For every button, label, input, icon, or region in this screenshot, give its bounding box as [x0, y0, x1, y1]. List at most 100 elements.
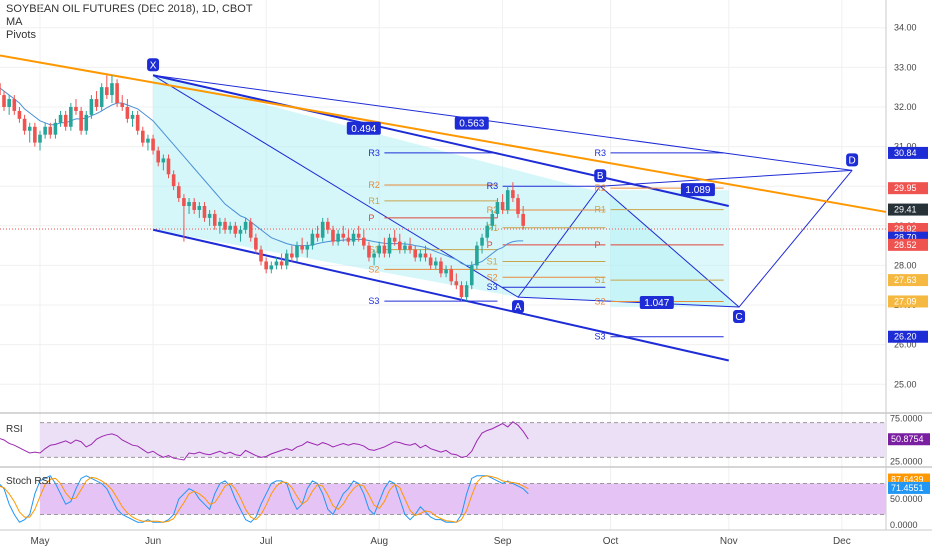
candle — [511, 182, 515, 203]
indicator-label-pivots[interactable]: Pivots — [6, 29, 36, 41]
pivot-label-s2: S2 — [368, 264, 379, 274]
candle — [351, 229, 356, 246]
candle-body — [248, 221, 253, 238]
candle — [495, 198, 500, 218]
pattern-point-label: D — [849, 155, 856, 166]
candle-body — [449, 269, 453, 282]
candle-body — [223, 221, 227, 230]
candle-body — [505, 190, 510, 210]
candle — [125, 99, 130, 123]
candle — [53, 118, 58, 139]
ratio-label-box — [680, 183, 715, 197]
candle — [94, 91, 99, 111]
candle-body — [433, 261, 438, 266]
candle — [105, 75, 109, 100]
price-badge: 30.84 — [888, 146, 928, 159]
rsi-value-text: 50.8754 — [891, 434, 924, 444]
candle — [326, 217, 330, 234]
candle-body — [516, 198, 520, 214]
stoch-d-badge: 71.4551 — [888, 481, 930, 494]
candle — [413, 245, 418, 262]
candle-body — [475, 245, 479, 266]
candle-body — [105, 87, 109, 96]
candle — [469, 261, 474, 290]
chart-title: SOYBEAN OIL FUTURES (DEC 2018), 1D, CBOT — [6, 3, 253, 15]
price-badge-box — [888, 182, 928, 195]
candle — [187, 198, 191, 214]
candle — [110, 75, 114, 103]
candle-body — [7, 99, 11, 107]
candle-body — [274, 261, 279, 266]
candle-body — [521, 213, 525, 226]
candle — [135, 110, 140, 135]
price-badge-box — [888, 203, 928, 216]
candle — [444, 265, 448, 278]
candle — [305, 241, 310, 258]
stoch-rsi-pane[interactable]: Stoch RSI — [0, 475, 886, 523]
price-badge-box — [888, 330, 928, 343]
candle-body — [300, 245, 304, 250]
candle-body — [48, 126, 53, 135]
candle-body — [418, 253, 423, 258]
candle — [418, 249, 423, 262]
candle — [79, 106, 83, 135]
candles[interactable] — [0, 75, 525, 302]
candle — [223, 217, 227, 234]
pattern-point-label: B — [597, 171, 604, 182]
candle — [315, 225, 320, 242]
candle — [279, 253, 284, 270]
pivot-label-r3: R3 — [595, 148, 607, 158]
candle-body — [382, 245, 387, 254]
stoch-tick-label: 50.0000 — [890, 494, 923, 504]
pattern-line-bd — [600, 169, 853, 187]
time-tick-label: Jun — [145, 536, 161, 547]
time-axis[interactable]: May Jun Jul Aug Sep Oct Nov Dec — [31, 536, 851, 547]
candle-body — [315, 233, 320, 238]
pivot-label-s1: S1 — [595, 275, 606, 285]
candle-body — [495, 202, 500, 214]
candle — [485, 221, 489, 242]
candle-body — [58, 114, 63, 123]
pattern-fill-projection — [610, 190, 729, 308]
candle-body — [336, 233, 340, 242]
candle-body — [269, 265, 274, 270]
price-tick-label: 33.00 — [894, 62, 917, 72]
ratio-label: 0.563 — [454, 116, 489, 130]
rsi-pane[interactable]: RSI — [0, 421, 886, 461]
stoch-d-line — [0, 475, 529, 523]
candle — [43, 122, 47, 139]
candle-body — [228, 225, 232, 230]
price-badge: 26.20 — [888, 330, 928, 343]
stoch-d-text: 71.4551 — [891, 483, 924, 493]
price-tick-label: 34.00 — [894, 23, 917, 33]
stoch-k-text: 87.6439 — [891, 475, 924, 485]
candle-body — [500, 202, 505, 210]
indicator-label-ma[interactable]: MA — [6, 16, 23, 28]
candle-body — [146, 138, 150, 143]
candle-body — [63, 114, 68, 127]
candle — [22, 114, 27, 135]
candle — [459, 281, 464, 302]
candle-body — [480, 237, 484, 246]
price-tick-label: 31.00 — [894, 142, 917, 152]
channel-lower-line — [152, 228, 729, 362]
candle — [89, 95, 94, 119]
pattern-points: X A B C D 0.494 0.563 1.089 1.047 — [147, 58, 859, 324]
candle-body — [284, 253, 289, 266]
candle-body — [166, 158, 171, 175]
candle — [228, 221, 232, 234]
candle — [346, 229, 351, 246]
price-badge-text: 28.70 — [894, 233, 917, 243]
rsi-tick-label: 25.0000 — [890, 457, 923, 467]
price-axis[interactable]: 25.0026.0027.0028.0029.0030.0031.0032.00… — [888, 23, 930, 530]
candle — [33, 122, 37, 147]
candle — [115, 79, 119, 107]
candle-body — [69, 106, 73, 127]
candle — [58, 110, 63, 127]
candle — [475, 241, 479, 270]
candle-body — [459, 285, 464, 298]
rsi-band — [40, 422, 886, 458]
candle — [69, 103, 73, 131]
candle — [284, 249, 289, 270]
